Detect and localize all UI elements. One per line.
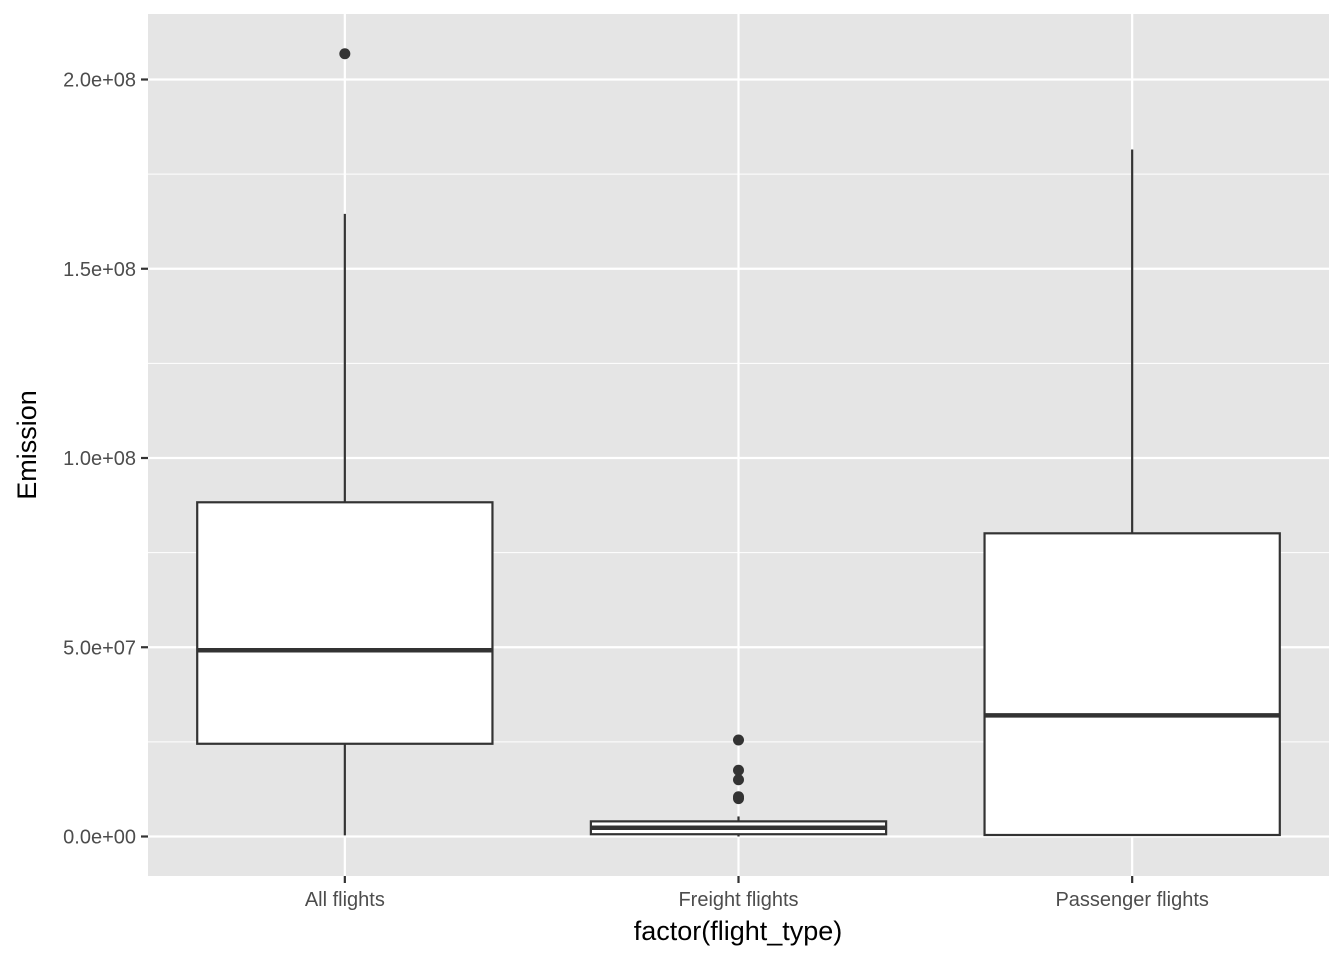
box-iqr bbox=[983, 532, 1281, 837]
box-passenger-flights bbox=[983, 149, 1281, 837]
boxes bbox=[196, 48, 1281, 837]
box-freight-flights bbox=[589, 734, 888, 837]
x-tick-label: Passenger flights bbox=[1055, 889, 1208, 911]
x-tick-label: All flights bbox=[305, 889, 385, 911]
outlier-point bbox=[733, 774, 744, 786]
outlier-point bbox=[339, 48, 351, 60]
outlier-point bbox=[733, 734, 744, 746]
outlier-point bbox=[733, 764, 744, 776]
x-axis-title: factor(flight_type) bbox=[634, 916, 843, 946]
box-all-flights bbox=[196, 48, 494, 836]
y-tick-label: 1.0e+08 bbox=[63, 448, 136, 470]
box-iqr bbox=[196, 501, 494, 745]
y-tick-label: 5.0e+07 bbox=[63, 637, 136, 659]
x-axis: All flights Freight flights Passenger flig… bbox=[305, 876, 1209, 911]
y-tick-label: 0.0e+00 bbox=[63, 827, 136, 849]
y-axis: 0.0e+00 5.0e+07 1.0e+08 1.5e+08 2.0e+08 bbox=[63, 70, 148, 849]
x-tick-label: Freight flights bbox=[678, 889, 798, 911]
outlier-point bbox=[733, 793, 744, 805]
y-tick-label: 1.5e+08 bbox=[63, 259, 136, 281]
y-tick-label: 2.0e+08 bbox=[63, 70, 136, 92]
y-axis-title: Emission bbox=[12, 390, 42, 500]
